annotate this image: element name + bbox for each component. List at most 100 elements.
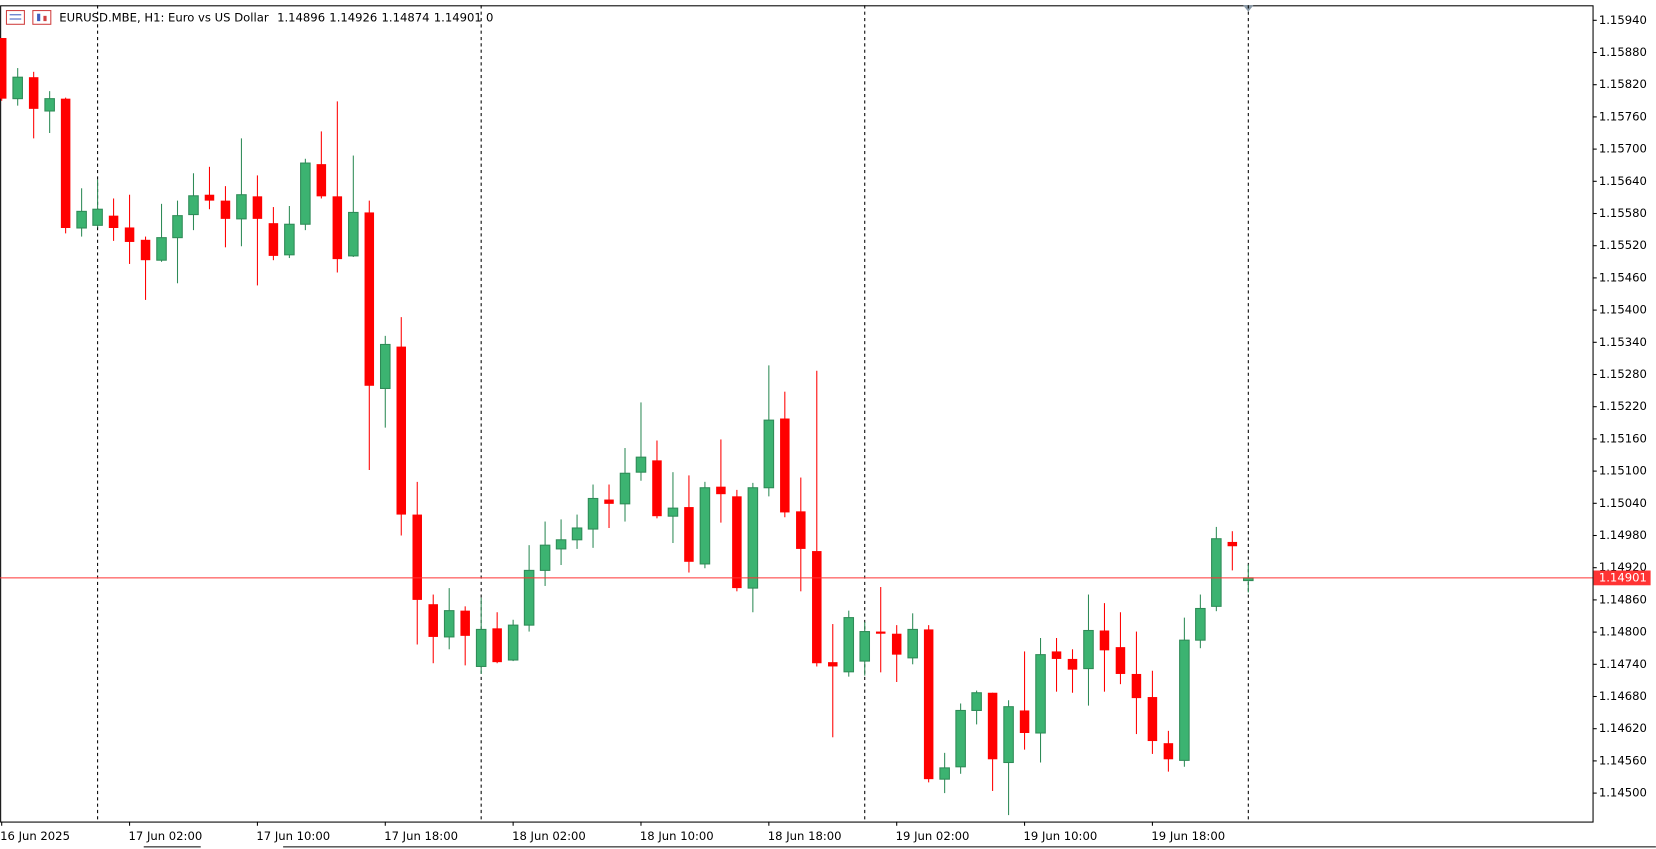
candle-body — [507, 624, 519, 661]
candle-body — [92, 208, 103, 226]
candle-body — [252, 196, 263, 219]
y-tick-label: 1.15880 — [1599, 45, 1647, 59]
x-tick-label: 19 Jun 18:00 — [1151, 829, 1225, 843]
candle-body — [236, 194, 247, 220]
x-tick-label: 18 Jun 10:00 — [640, 829, 714, 843]
candle-body — [843, 617, 855, 673]
candle-body — [604, 499, 614, 504]
candle-body — [875, 631, 886, 634]
candles — [0, 38, 1593, 816]
candle-body — [699, 487, 711, 565]
header-value: 1.14901 — [434, 10, 482, 24]
grid-layer — [97, 5, 1249, 822]
candle-body — [828, 662, 838, 667]
labels: 1.15940 1.15880 1.15820 1.15760 1.15700 1.156… — [0, 13, 1651, 843]
candle-body — [523, 569, 535, 626]
header-value: 0 — [486, 10, 493, 24]
candle-body — [300, 162, 311, 225]
candle-body — [652, 460, 662, 517]
candle-body — [220, 200, 231, 219]
candle-body — [268, 223, 279, 256]
candle-body — [1211, 538, 1222, 607]
y-tick-label: 1.14860 — [1599, 592, 1647, 606]
header-value: 1.14926 — [329, 10, 377, 24]
x-tick-label: 17 Jun 02:00 — [129, 829, 203, 843]
candle-body — [412, 514, 422, 600]
x-tick-label: 19 Jun 10:00 — [1024, 829, 1098, 843]
y-tick-label: 1.15640 — [1599, 174, 1647, 188]
candle-body — [204, 194, 215, 201]
candle-body — [1227, 541, 1238, 547]
candle-body — [156, 237, 167, 261]
icon-bar — [37, 13, 41, 22]
y-tick-label: 1.15160 — [1599, 431, 1647, 445]
x-tick-label: 18 Jun 02:00 — [512, 829, 586, 843]
candle-body — [1035, 654, 1046, 734]
candle-body — [747, 487, 759, 589]
y-tick-label: 1.14980 — [1599, 528, 1647, 542]
y-tick-label: 1.15040 — [1599, 496, 1647, 510]
y-tick-label: 1.15940 — [1599, 13, 1647, 27]
candle-body — [379, 343, 391, 389]
candle-body — [1131, 673, 1142, 699]
y-tick-label: 1.15100 — [1599, 464, 1647, 478]
candle-body — [667, 507, 679, 517]
candle-body — [124, 227, 135, 242]
toolbar-icons — [5, 10, 52, 25]
icon-list — [5, 10, 25, 25]
x-tick-label: 18 Jun 18:00 — [768, 829, 842, 843]
candle-body — [571, 527, 583, 541]
y-tick-label: 1.15280 — [1599, 367, 1647, 381]
header-value: 1.14896 — [277, 10, 325, 24]
y-tick-label: 1.14620 — [1599, 721, 1647, 735]
candle-body — [539, 544, 551, 571]
header: EURUSD.MBE, H1: Euro vs US Dollar 1.1489… — [59, 10, 493, 24]
y-tick-label: 1.14560 — [1599, 753, 1647, 767]
x-tick-label: 16 Jun 2025 — [0, 829, 70, 843]
candle-body — [587, 497, 599, 530]
candle-body — [332, 196, 343, 260]
candle-body — [172, 215, 183, 239]
candle-body — [1115, 647, 1126, 674]
candle-body — [796, 511, 806, 549]
candle-body — [619, 472, 631, 505]
y-tick-label: 1.14800 — [1599, 625, 1647, 639]
x-tick-label: 17 Jun 10:00 — [256, 829, 330, 843]
candle-body — [1003, 706, 1014, 764]
candle-body — [140, 239, 151, 261]
x-tick-label: 17 Jun 18:00 — [384, 829, 458, 843]
candle-body — [635, 456, 647, 473]
candle-body — [907, 628, 918, 659]
candle-body — [987, 692, 998, 760]
y-tick-label: 1.15580 — [1599, 206, 1647, 220]
candle-body — [1067, 658, 1078, 670]
y-tick-label: 1.15460 — [1599, 270, 1647, 284]
price-label-box — [1593, 570, 1651, 586]
candle-body — [1147, 697, 1158, 742]
y-tick-label: 1.14740 — [1599, 657, 1647, 671]
candle-body — [684, 507, 694, 562]
plot-frame — [0, 5, 1594, 823]
candle-body — [284, 223, 295, 256]
candle-body — [428, 604, 438, 637]
y-tick-label: 1.15760 — [1599, 109, 1647, 123]
icon-bar — [43, 15, 47, 22]
y-tick-label: 1.15400 — [1599, 303, 1647, 317]
candle-body — [396, 346, 407, 515]
candle-body — [1099, 630, 1110, 651]
candle-body — [44, 98, 55, 112]
candle-body — [812, 551, 822, 664]
candle-body — [76, 210, 87, 229]
header-value: 1.14874 — [382, 10, 430, 24]
candle-body — [763, 419, 775, 489]
y-tick-label: 1.15340 — [1599, 335, 1647, 349]
candle-body — [780, 418, 790, 513]
candle-body — [60, 98, 71, 228]
candle-body — [348, 211, 359, 257]
candle-body — [492, 628, 502, 663]
candle-body — [891, 633, 902, 655]
candle-body — [1083, 629, 1094, 670]
